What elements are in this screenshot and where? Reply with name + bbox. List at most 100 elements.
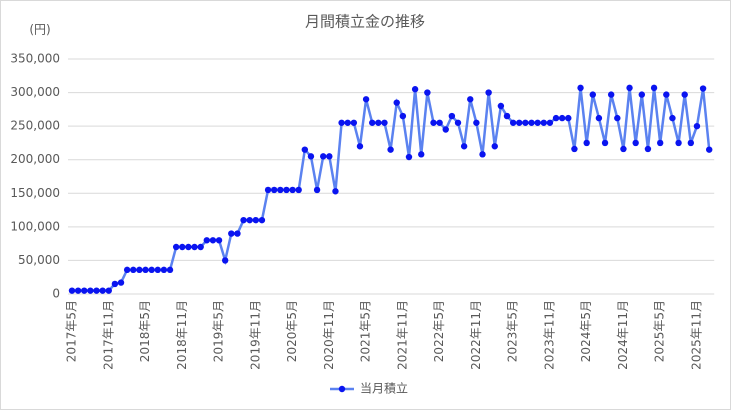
- x-tick-label: 2024年5月: [579, 300, 593, 362]
- data-point: [307, 153, 315, 160]
- data-point: [399, 112, 407, 120]
- data-point: [485, 89, 492, 96]
- data-point: [607, 91, 615, 98]
- data-point: [454, 119, 462, 126]
- y-tick-label: 300,000: [10, 85, 60, 99]
- data-point: [528, 119, 535, 126]
- x-tick-label: 2023年11月: [542, 300, 556, 370]
- y-tick-label: 50,000: [18, 253, 60, 267]
- data-point: [699, 85, 707, 92]
- data-point: [320, 153, 327, 160]
- data-point: [148, 266, 155, 274]
- data-point: [381, 119, 388, 126]
- data-point: [332, 188, 339, 195]
- data-point: [338, 119, 345, 126]
- y-tick-label: 150,000: [10, 186, 60, 200]
- data-point: [234, 230, 241, 237]
- data-point: [289, 186, 296, 194]
- data-point: [228, 230, 235, 237]
- data-point: [246, 216, 253, 224]
- data-point: [362, 96, 370, 103]
- data-point: [179, 243, 186, 251]
- data-point: [552, 114, 560, 122]
- data-point: [81, 287, 88, 294]
- chart-title: 月間積立金の推移: [305, 13, 425, 31]
- data-point: [99, 287, 106, 294]
- data-point: [258, 216, 266, 224]
- x-tick-label: 2025年11月: [689, 300, 703, 370]
- data-point: [595, 114, 603, 122]
- data-point: [313, 186, 321, 194]
- data-point: [154, 266, 161, 274]
- data-point: [111, 280, 119, 288]
- y-unit-label: (円): [29, 23, 50, 37]
- data-point: [467, 96, 474, 103]
- data-point: [350, 119, 358, 126]
- data-point: [209, 237, 217, 244]
- data-point: [185, 243, 192, 251]
- x-tick-label: 2020年5月: [285, 300, 299, 362]
- data-point: [136, 266, 143, 274]
- data-point: [411, 86, 419, 93]
- data-point: [675, 139, 682, 147]
- data-point: [638, 91, 646, 98]
- x-tick-label: 2017年5月: [65, 300, 79, 362]
- x-tick-label: 2021年11月: [395, 300, 409, 370]
- data-point: [215, 237, 223, 244]
- data-point: [669, 114, 676, 122]
- y-tick-label: 100,000: [10, 219, 60, 233]
- legend-marker: [338, 385, 346, 393]
- data-point: [405, 153, 413, 161]
- data-point: [221, 257, 229, 264]
- data-point: [74, 287, 82, 294]
- x-tick-label: 2022年5月: [432, 300, 446, 362]
- data-point: [270, 186, 278, 194]
- x-tick-label: 2025年5月: [653, 300, 667, 362]
- y-tick-label: 200,000: [10, 152, 60, 166]
- data-point: [601, 139, 609, 147]
- data-point: [577, 84, 584, 92]
- data-point: [509, 119, 517, 126]
- data-point: [117, 279, 125, 286]
- data-point: [424, 89, 431, 96]
- data-point: [442, 126, 449, 133]
- x-tick-label: 2020年11月: [322, 300, 336, 370]
- x-tick-label: 2018年5月: [138, 300, 152, 362]
- data-point: [166, 266, 174, 274]
- data-point: [558, 114, 566, 122]
- data-point: [681, 91, 688, 98]
- data-point: [87, 287, 94, 294]
- data-point: [105, 287, 112, 294]
- data-point: [663, 91, 670, 98]
- data-point: [68, 287, 76, 294]
- data-point: [706, 146, 713, 153]
- data-point: [344, 119, 351, 126]
- data-point: [522, 119, 529, 126]
- data-point: [301, 146, 309, 153]
- data-point: [516, 119, 523, 126]
- data-point: [264, 186, 272, 194]
- y-tick-label: 250,000: [10, 119, 60, 133]
- x-tick-label: 2017年11月: [101, 300, 115, 370]
- x-tick-label: 2022年11月: [469, 300, 483, 370]
- data-point: [473, 119, 480, 126]
- y-tick-label: 350,000: [10, 52, 60, 66]
- data-point: [460, 143, 468, 150]
- legend-label: 当月積立: [360, 381, 408, 396]
- x-tick-label: 2019年5月: [212, 300, 226, 362]
- x-tick-label: 2018年11月: [175, 300, 189, 370]
- data-point: [571, 145, 578, 153]
- data-point: [650, 84, 658, 92]
- data-point: [375, 119, 382, 126]
- x-tick-label: 2021年5月: [359, 300, 373, 362]
- data-point: [589, 91, 596, 98]
- data-point: [693, 122, 701, 130]
- data-point: [277, 186, 284, 194]
- data-point: [583, 139, 590, 147]
- data-point: [626, 84, 633, 92]
- data-point: [160, 266, 168, 274]
- data-point: [540, 119, 547, 126]
- data-point: [356, 143, 364, 150]
